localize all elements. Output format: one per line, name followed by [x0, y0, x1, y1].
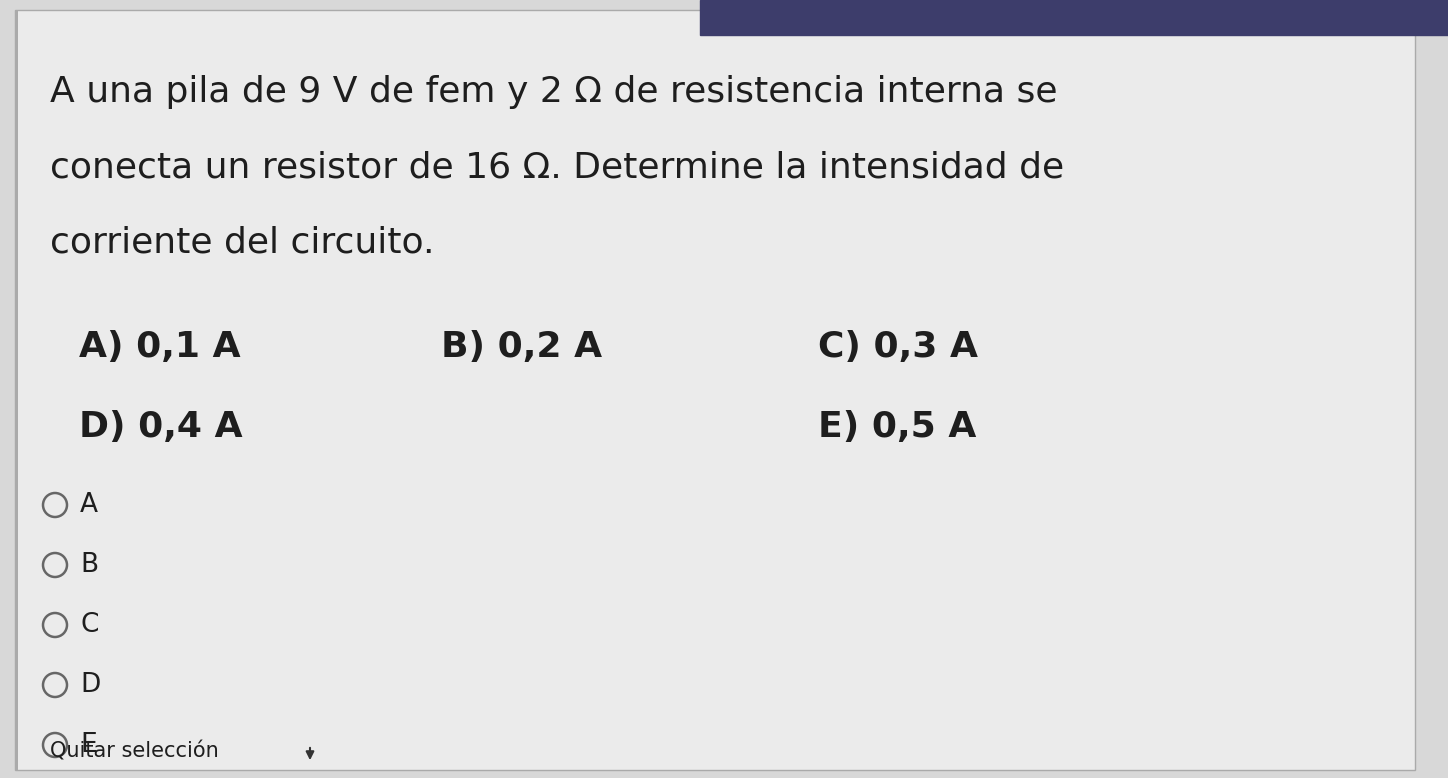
Text: corriente del circuito.: corriente del circuito.: [51, 225, 434, 259]
Text: E) 0,5 A: E) 0,5 A: [818, 410, 976, 444]
Text: E: E: [80, 732, 97, 758]
Text: C) 0,3 A: C) 0,3 A: [818, 330, 977, 364]
Polygon shape: [699, 0, 1448, 35]
Text: conecta un resistor de 16 Ω. Determine la intensidad de: conecta un resistor de 16 Ω. Determine l…: [51, 150, 1064, 184]
Text: D: D: [80, 672, 100, 698]
Text: Quitar selección: Quitar selección: [51, 742, 219, 762]
Text: A una pila de 9 V de fem y 2 Ω de resistencia interna se: A una pila de 9 V de fem y 2 Ω de resist…: [51, 75, 1057, 109]
Bar: [14, 10, 17, 770]
Text: B) 0,2 A: B) 0,2 A: [442, 330, 602, 364]
Text: D) 0,4 A: D) 0,4 A: [80, 410, 243, 444]
Text: C: C: [80, 612, 98, 638]
Text: A: A: [80, 492, 98, 518]
Text: B: B: [80, 552, 98, 578]
Text: A) 0,1 A: A) 0,1 A: [80, 330, 240, 364]
